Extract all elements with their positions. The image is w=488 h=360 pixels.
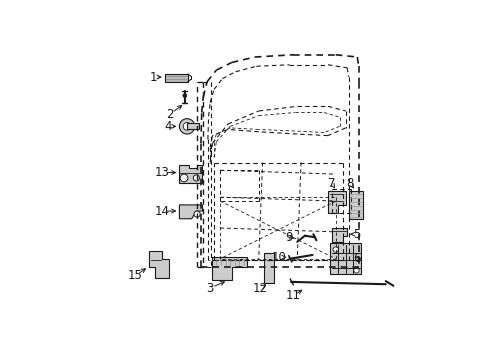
Polygon shape [187,123,199,130]
Circle shape [183,122,190,130]
Circle shape [180,174,187,182]
Circle shape [183,94,186,98]
Polygon shape [327,191,345,213]
Text: 1: 1 [149,71,157,84]
Text: 4: 4 [164,120,172,133]
Text: 14: 14 [155,204,170,217]
Text: 5: 5 [352,228,360,240]
Text: 8: 8 [346,177,353,190]
Circle shape [353,267,359,273]
Polygon shape [348,191,362,219]
Text: 2: 2 [166,108,174,121]
Polygon shape [331,228,346,242]
Text: 10: 10 [271,251,286,264]
Text: 7: 7 [327,177,335,190]
Polygon shape [264,253,274,283]
Text: 12: 12 [252,282,267,294]
Polygon shape [164,74,187,82]
Text: 15: 15 [128,269,142,282]
Polygon shape [329,243,360,274]
Circle shape [193,175,199,181]
Text: 9: 9 [285,231,293,244]
Polygon shape [148,251,168,278]
Text: 6: 6 [352,252,360,265]
Text: 13: 13 [155,166,169,179]
Circle shape [194,211,200,217]
Circle shape [179,119,194,134]
Text: 3: 3 [206,282,213,294]
Text: 11: 11 [285,289,300,302]
Polygon shape [212,257,246,280]
Polygon shape [179,205,202,219]
Polygon shape [179,165,202,183]
Circle shape [332,247,338,252]
